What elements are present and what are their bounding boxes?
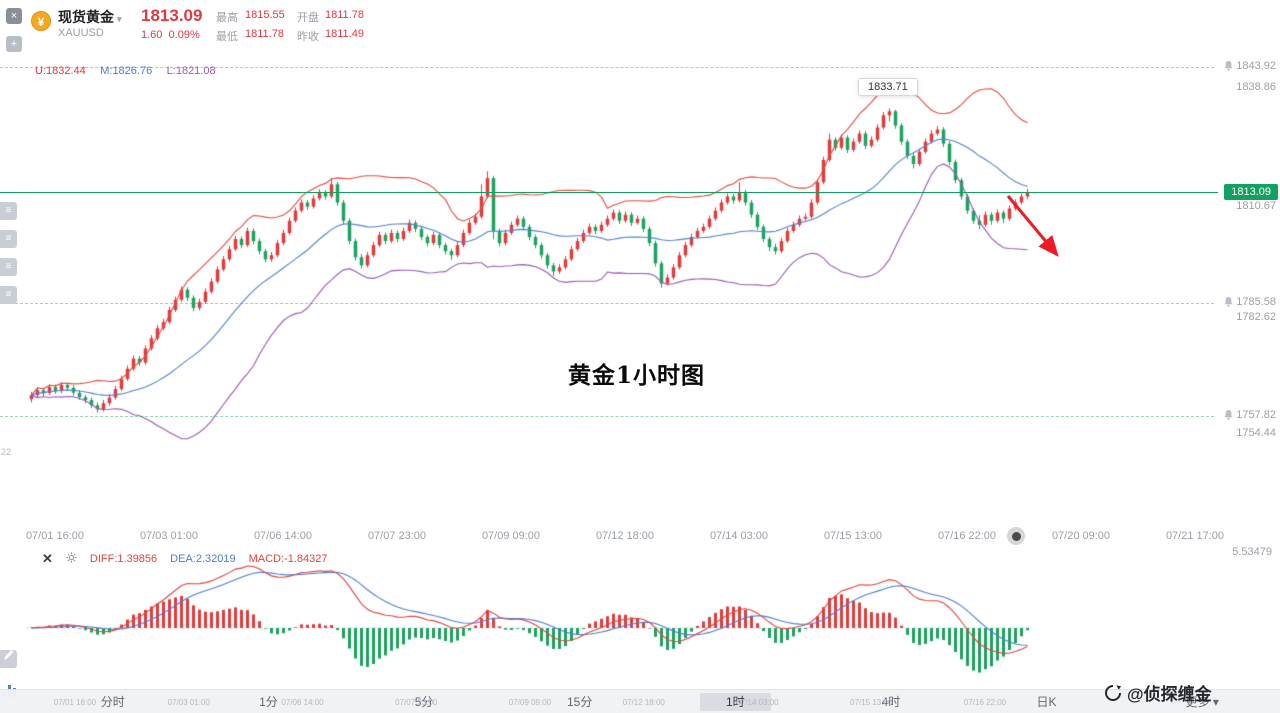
boll-lower-label: L:1821.08 [166,65,216,77]
macd-close-icon[interactable]: ✕ [42,551,53,566]
x-axis-label: 07/09 09:00 [481,530,541,542]
x-axis-label: 07/07 23:00 [367,530,427,542]
x-axis-label: 07/21 17:00 [1165,530,1225,542]
period-tab-分时[interactable]: 分时 [100,695,125,709]
price-alert-1785[interactable]: 1785.58 [1224,296,1276,308]
macd-x-axis-label: 07/16 22:00 [963,698,1007,707]
macd-x-axis-label: 07/07 23:00 [395,698,438,707]
period-tab-5分[interactable]: 5分 [414,695,434,709]
macd-time-axis: 07/01 16:00 07/03 01:00 07/06 14:00 07/07 2… [0,698,1280,710]
x-axis-label: 07/14 03:00 [709,530,769,542]
bell-icon [1224,297,1233,307]
macd-header: ✕ DIFF:1.39856 DEA:2.32019 MACD:-1.84327 [42,551,327,567]
x-axis-label: 07/12 18:00 [595,530,655,542]
last-price: 1813.09 [141,6,203,25]
macd-chart[interactable] [0,548,1280,690]
x-axis-label: 07/16 22:00 [937,530,997,542]
drawing-tool-icon-1[interactable]: ≡ [0,202,17,220]
symbol-name: 现货黄金 [58,9,114,25]
price-alert-1843[interactable]: 1843.92 [1224,60,1276,72]
period-tab-4时[interactable]: 4时 [881,695,901,709]
chart-title-watermark: 黄金1小时图 [568,362,706,389]
axis-price-1838: 1838.86 [1236,81,1276,93]
gold-coin-icon: ¥ [31,11,51,31]
x-axis-label: 07/15 13:00 [823,530,883,542]
symbol-selector[interactable]: 现货黄金 ▾ XAUUSD [58,7,122,39]
bell-icon [1224,61,1233,71]
period-tab-1分[interactable]: 1分 [259,695,278,709]
x-axis-label: 07/06 14:00 [253,530,313,542]
current-price-badge: 1813.09 [1224,184,1278,200]
trend-arrow-annotation[interactable] [998,188,1078,278]
macd-scale-top: 5.53479 [1232,546,1272,558]
brand-watermark: @侦探缠金 [1104,680,1212,705]
macd-settings-icon[interactable] [66,552,77,566]
period-tab-1时[interactable]: 1时 [658,693,814,711]
drawing-tool-icon-3[interactable]: ≡ [0,258,17,276]
macd-x-axis-label: 07/12 18:00 [622,698,665,707]
stat-open-value: 1811.78 [325,9,364,21]
drawing-tool-icon-4[interactable]: ≡ [0,286,17,304]
drawing-tool-icon-2[interactable]: ≡ [0,230,17,248]
macd-x-axis-label: 07/15 13:00 [850,698,893,707]
axis-price-1782: 1782.62 [1236,311,1276,323]
brand-logo-icon [1105,684,1122,701]
x-axis-label: 07/20 09:00 [1051,530,1111,542]
alert-line-1843 [0,67,1214,68]
price-change: 1.60 0.09% [141,29,200,41]
macd-x-axis-label: 07/09 09:00 [508,698,552,707]
macd-x-axis-label: 07/06 14:00 [281,698,324,707]
stat-low-value: 1811.78 [245,28,284,40]
bell-icon [1224,410,1233,420]
stat-prevclose-label: 昨收 [297,31,319,43]
peak-price-tooltip: 1833.71 [858,78,918,96]
stat-open-label: 开盘 [297,12,319,24]
macd-x-axis-label: 07/03 01:00 [167,698,210,707]
macd-x-axis-label: 07/01 16:00 [53,698,97,707]
time-axis: 07/01 16:00 07/03 01:00 07/06 14:00 07/07 2… [0,530,1280,546]
crosshair-icon[interactable]: + [6,36,22,52]
close-icon[interactable]: × [6,8,22,24]
boll-mid-label: M:1826.76 [100,65,153,77]
boll-indicator-labels: U:1832.44 M:1826.76 L:1821.08 [35,61,226,79]
alert-line-1757 [0,416,1214,417]
chevron-down-icon: ▾ [117,14,122,24]
macd-dea-label: DEA:2.32019 [170,553,236,565]
current-price-line [0,192,1218,193]
candlestick-chart[interactable] [0,55,1280,529]
alert-line-1785 [0,303,1214,304]
stat-high-label: 最高 [216,12,238,24]
stat-prevclose-value: 1811.49 [325,28,364,40]
period-tab-15分[interactable]: 15分 [567,695,593,709]
symbol-code: XAUUSD [58,27,104,39]
price-alert-1757[interactable]: 1757.82 [1224,409,1276,421]
macd-diff-label: DIFF:1.39856 [89,553,158,565]
period-tab-更多[interactable]: 更多 ▾ [1185,695,1219,709]
axis-price-1754: 1754.44 [1236,427,1276,439]
x-axis-label: 07/01 16:00 [25,530,85,542]
left-count-badge: 22 [1,447,12,457]
boll-upper-label: U:1832.44 [35,65,86,77]
chart-scroll-handle[interactable] [1007,527,1025,545]
x-axis-label: 07/03 01:00 [139,530,199,542]
macd-value-label: MACD:-1.84327 [248,553,328,565]
stat-high-value: 1815.55 [245,9,285,21]
axis-price-1810: 1810.67 [1236,200,1276,212]
period-tab-日K[interactable]: 日K [1036,695,1057,709]
macd-x-axis-label: 07/14 03:00 [736,698,779,707]
period-tab-bar: 分时 1分 5分 15分 1时 4时 日K 更多 ▾ [0,689,1280,713]
stat-low-label: 最低 [216,31,238,43]
